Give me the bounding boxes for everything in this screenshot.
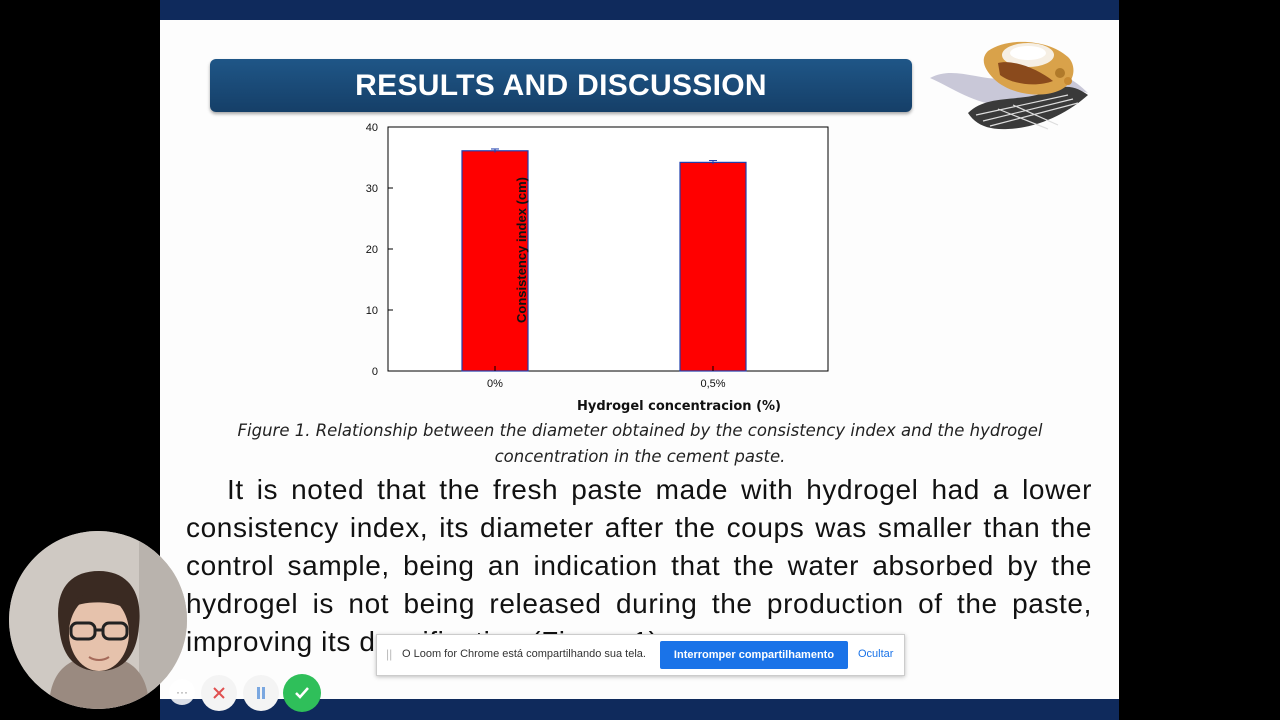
loom-sharing-notification: || O Loom for Chrome está compartilhando… bbox=[376, 634, 905, 676]
webcam-bubble[interactable] bbox=[9, 531, 187, 709]
x-tick-label: 0,5% bbox=[700, 378, 725, 390]
x-axis-label: Hydrogel concentracion (%) bbox=[577, 399, 781, 414]
body-paragraph: It is noted that the fresh paste made wi… bbox=[186, 474, 1092, 657]
plot-frame bbox=[387, 126, 829, 372]
slide-title: RESULTS AND DISCUSSION bbox=[355, 68, 767, 102]
recording-finish-button[interactable] bbox=[283, 674, 321, 712]
presentation-slide: RESULTS AND DISCUSSION 0 10 20 30 40 0% 0,5% … bbox=[160, 0, 1119, 720]
y-tick-label: 40 bbox=[366, 122, 378, 134]
sharing-message: O Loom for Chrome está compartilhando su… bbox=[402, 648, 646, 660]
drag-handle-icon[interactable]: || bbox=[386, 647, 393, 661]
more-icon: ··· bbox=[176, 685, 188, 699]
presenter-video bbox=[9, 531, 187, 709]
y-tick-label: 20 bbox=[366, 244, 378, 256]
y-tick-label: 0 bbox=[372, 366, 378, 378]
recording-cancel-button[interactable] bbox=[201, 675, 237, 711]
y-tick-label: 10 bbox=[366, 305, 378, 317]
y-axis-label: Consistency index (cm) bbox=[514, 177, 529, 323]
close-icon bbox=[213, 687, 225, 699]
food-materials-logo-icon bbox=[930, 41, 1088, 130]
recording-more-button[interactable]: ··· bbox=[169, 679, 195, 705]
checkmark-icon bbox=[295, 687, 309, 699]
bar bbox=[679, 161, 747, 372]
slide-bottom-bar bbox=[160, 699, 1119, 720]
stop-sharing-button[interactable]: Interromper compartilhamento bbox=[660, 641, 848, 669]
recording-pause-button[interactable] bbox=[243, 675, 279, 711]
title-banner: RESULTS AND DISCUSSION bbox=[210, 59, 912, 112]
bar bbox=[461, 150, 529, 372]
figure-caption: Figure 1. Relationship between the diame… bbox=[237, 421, 1043, 466]
x-tick-label: 0% bbox=[487, 378, 503, 390]
pause-icon bbox=[257, 687, 265, 699]
slide-top-bar bbox=[160, 0, 1119, 20]
hide-link[interactable]: Ocultar bbox=[858, 648, 894, 660]
y-tick-label: 30 bbox=[366, 183, 378, 195]
